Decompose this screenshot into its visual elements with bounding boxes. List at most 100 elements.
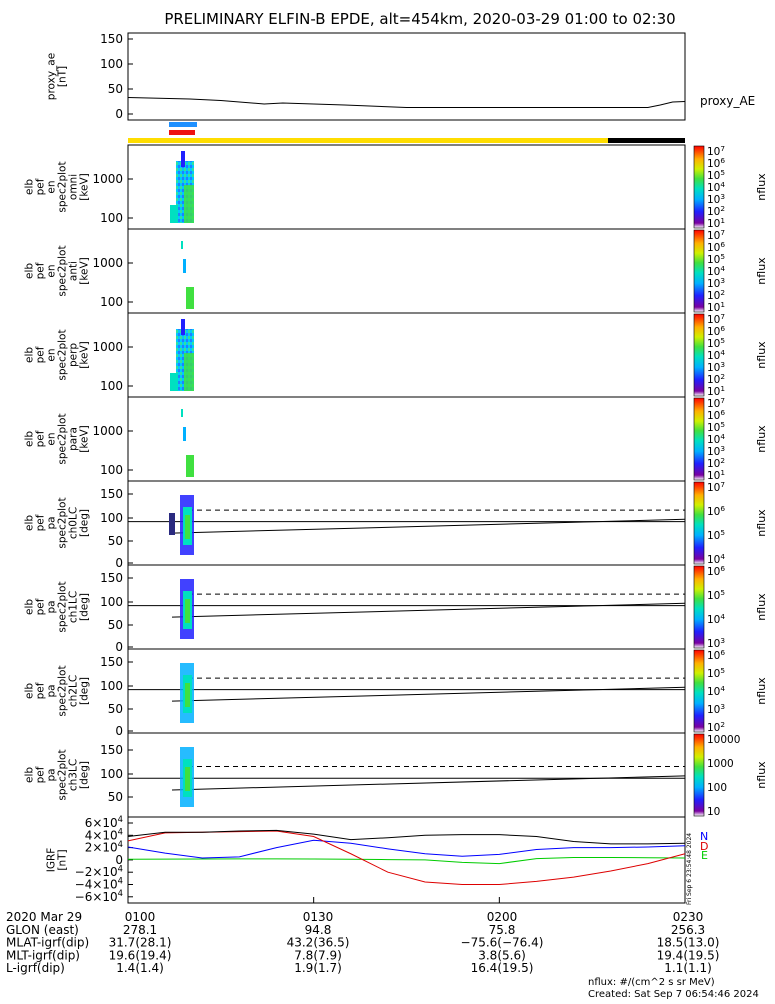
ytick-label: −2×104 bbox=[75, 863, 123, 879]
nflux-units: nflux: #/(cm^2 s sr MeV) bbox=[588, 977, 715, 988]
time-axis-row-label: MLT-igrf(dip) bbox=[6, 948, 80, 962]
colorbar-label: nflux bbox=[755, 593, 768, 621]
ytick-label: 0 bbox=[115, 724, 123, 738]
colorbar-tick: 106 bbox=[707, 156, 725, 170]
colorbar bbox=[693, 145, 705, 229]
ylabel-line: pa bbox=[46, 684, 58, 697]
panel-frame bbox=[127, 732, 686, 818]
ytick-label: 150 bbox=[100, 32, 123, 46]
panel-igrf: IGRF [nT] 6×1044×1042×1040−2×104−4×104−6×1… bbox=[46, 814, 709, 904]
panel-ch0LC: elb pef pa spec2plot ch0LC [deg] 150 100 50 0 107 1… bbox=[24, 480, 769, 570]
colorbar bbox=[693, 565, 705, 649]
ytick-label: 100 bbox=[100, 57, 123, 71]
colorbar-label: nflux bbox=[755, 173, 768, 201]
time-axis-value: 1.9(1.7) bbox=[294, 961, 342, 975]
panel-ylabel-proxy_ae: proxy_ae [nT] bbox=[46, 53, 69, 100]
time-axis-value: 0100 bbox=[125, 910, 156, 924]
ytick-label: 100 bbox=[100, 211, 123, 225]
ylabel-line: [keV] bbox=[79, 341, 91, 369]
colorbar-tick: 105 bbox=[707, 168, 725, 182]
pa-loss-cone-line bbox=[171, 518, 686, 534]
ylabel-line: pef bbox=[35, 262, 47, 279]
ylabel-line: spec2plot bbox=[57, 245, 69, 296]
ytick-label: 1000 bbox=[92, 340, 123, 354]
igrf-legend-D: D bbox=[700, 840, 708, 853]
colorbar-tick: 104 bbox=[707, 348, 725, 362]
time-axis-value: 0200 bbox=[487, 910, 518, 924]
ytick-label: 100 bbox=[100, 767, 123, 781]
ytick-label: 100 bbox=[100, 463, 123, 477]
ytick-label: 50 bbox=[108, 534, 123, 548]
ylabel-line: ch1LC bbox=[68, 591, 80, 623]
ylabel-line: pa bbox=[46, 516, 58, 529]
spectrogram-top bbox=[181, 151, 185, 167]
ytick-label: 0 bbox=[115, 640, 123, 654]
pa-spectrogram-center bbox=[185, 683, 190, 707]
pa-spectrogram-center bbox=[185, 767, 190, 791]
ylabel-line: spec2plot bbox=[57, 497, 69, 548]
ytick-label: 0 bbox=[115, 107, 123, 121]
sector-marker-red bbox=[169, 130, 195, 135]
pa-spectrogram-center bbox=[185, 515, 190, 539]
ytick-label: 100 bbox=[100, 679, 123, 693]
ylabel-line: [nT] bbox=[57, 66, 69, 87]
plot-title: PRELIMINARY ELFIN-B EPDE, alt=454km, 202… bbox=[164, 10, 675, 28]
colorbar-label: nflux bbox=[755, 509, 768, 537]
spectrogram-sparse-dot bbox=[181, 409, 183, 417]
panel-frame bbox=[127, 144, 686, 230]
ylabel-line: [deg] bbox=[79, 761, 91, 789]
ylabel-line: pef bbox=[35, 430, 47, 447]
ylabel-line: [keV] bbox=[79, 425, 91, 453]
panel-frame bbox=[127, 480, 686, 566]
created-timestamp: Created: Sat Sep 7 06:54:46 2024 bbox=[588, 989, 759, 1000]
spectrogram-sparse bbox=[186, 455, 194, 477]
colorbar-tick: 102 bbox=[707, 720, 725, 734]
panel-frame bbox=[127, 564, 686, 650]
time-axis-value: 43.2(36.5) bbox=[287, 936, 350, 950]
colorbar-tick: 107 bbox=[707, 228, 725, 242]
time-axis-value: 0230 bbox=[673, 910, 704, 924]
colorbar-tick: 106 bbox=[707, 504, 725, 518]
colorbar-tick: 102 bbox=[707, 288, 725, 302]
ytick-label: 150 bbox=[100, 743, 123, 757]
ylabel-line: pef bbox=[35, 178, 47, 195]
panel-para: elb pef en spec2plot para [keV] 10001001071061… bbox=[24, 396, 769, 482]
science-zone-bar bbox=[128, 138, 608, 143]
igrf-series-E bbox=[127, 856, 686, 865]
colorbar-tick: 102 bbox=[707, 204, 725, 218]
ylabel-line: spec2plot bbox=[57, 329, 69, 380]
ylabel-line: [deg] bbox=[79, 677, 91, 705]
ytick-label: 100 bbox=[100, 595, 123, 609]
time-axis-labels: 2020 Mar 29 0100 0130 0200 0230 GLON (east) 27… bbox=[6, 910, 719, 975]
proxy-ae-line bbox=[127, 97, 686, 108]
ylabel-line: [keV] bbox=[79, 173, 91, 201]
ytick-label: 150 bbox=[100, 487, 123, 501]
ylabel-line: ch0LC bbox=[68, 507, 80, 539]
colorbar-tick: 107 bbox=[707, 312, 725, 326]
colorbar-label: nflux bbox=[755, 761, 768, 789]
colorbar-tick: 104 bbox=[707, 612, 725, 626]
panel-ylabel-ch1LC: elb pef pa spec2plot ch1LC [deg] bbox=[24, 581, 91, 632]
ytick-label: 4×104 bbox=[85, 827, 123, 843]
time-axis-value: 18.5(13.0) bbox=[657, 936, 720, 950]
ytick-label: 0 bbox=[115, 556, 123, 570]
ylabel-line: elb bbox=[24, 431, 36, 447]
sector-marker-blue bbox=[169, 122, 197, 127]
ylabel-line: spec2plot bbox=[57, 581, 69, 632]
ylabel-line: para bbox=[68, 427, 80, 451]
spectrogram-sparse-dot bbox=[183, 259, 186, 273]
colorbar-tick: 104 bbox=[707, 684, 725, 698]
ylabel-line: en bbox=[46, 180, 58, 193]
time-axis-value: 3.8(5.6) bbox=[478, 948, 526, 962]
panel-frame bbox=[127, 396, 686, 482]
colorbar-tick: 101 bbox=[707, 384, 725, 398]
ylabel-line: pef bbox=[35, 598, 47, 615]
ytick-label: 150 bbox=[100, 571, 123, 585]
time-axis-value: 1.1(1.1) bbox=[664, 961, 712, 975]
panel-ylabel-igrf: IGRF [nT] bbox=[46, 848, 69, 873]
panel-anti: elb pef en spec2plot anti [keV] 10001001071061… bbox=[24, 228, 769, 314]
panel-ch3LC: elb pef pa spec2plot ch3LC [deg] 150 100 50 10000… bbox=[24, 732, 768, 818]
